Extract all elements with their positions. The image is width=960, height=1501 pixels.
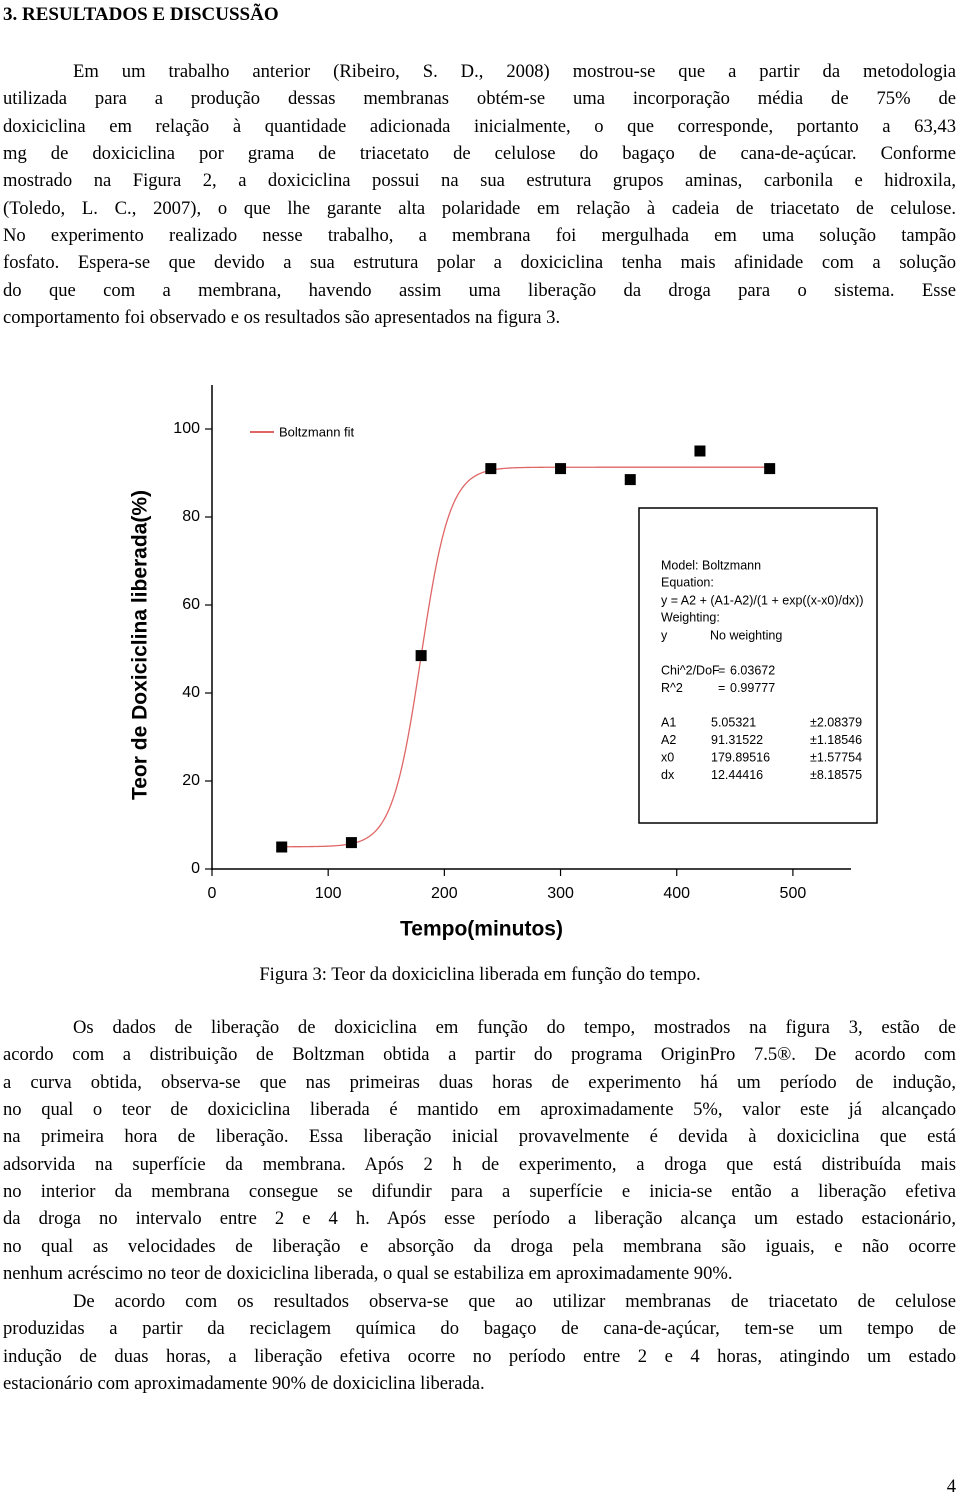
fit-curve [281, 466, 770, 848]
x-tick-label: 200 [431, 885, 458, 902]
fit-text: Model: Boltzmann [661, 558, 761, 572]
text-line: do que com a membrana, havendo assim uma… [3, 279, 956, 301]
page-number: 4 [946, 1476, 956, 1497]
text-line: da droga no intervalo entre 2 e 4 h. Apó… [3, 1208, 956, 1230]
paragraph: De acordo com os resultados observa-se q… [3, 1288, 956, 1397]
fit-text: ±1.18546 [810, 733, 862, 747]
text-line: no qual o teor de doxiciclina liberada é… [3, 1099, 956, 1121]
text-line: mg de doxiciclina por grama de triacetat… [3, 143, 956, 165]
text-line: doxiciclina em relação à quantidade adic… [3, 115, 956, 137]
x-tick-label: 0 [208, 885, 217, 902]
text-line: comportamento foi observado e os resulta… [3, 307, 561, 329]
text-line: indução de duas horas, a liberação efeti… [3, 1345, 956, 1367]
fit-text: Chi^2/DoF [661, 663, 720, 677]
text-line: utilizada para a produção dessas membran… [3, 88, 956, 110]
y-tick-label: 40 [182, 684, 200, 701]
paragraph: Em um trabalho anterior (Ribeiro, S. D.,… [3, 58, 956, 331]
text-line: No experimento realizado nesse trabalho,… [3, 225, 956, 247]
y-tick-label: 60 [182, 596, 200, 613]
text-line: no interior da membrana consegue se difu… [3, 1181, 956, 1203]
text-line: na primeira hora de liberação. Essa libe… [3, 1126, 956, 1148]
y-tick-label: 0 [191, 860, 200, 877]
fit-text: x0 [661, 750, 674, 764]
fit-text: ±1.57754 [810, 750, 862, 764]
text-line: mostrado na Figura 2, a doxiciclina poss… [3, 170, 956, 192]
text-line: Em um trabalho anterior (Ribeiro, S. D.,… [73, 61, 956, 82]
fit-box [638, 507, 878, 824]
data-point [415, 650, 427, 662]
text-line: (Toledo, L. C., 2007), o que lhe garante… [3, 197, 956, 219]
y-axis-title: Teor de Doxiciclina liberada(%) [129, 490, 152, 800]
text-line: adsorvida na superfície da membrana. Apó… [3, 1153, 956, 1175]
fit-text: 91.31522 [711, 733, 763, 747]
fit-text: = [718, 681, 725, 695]
y-tick-label: 100 [173, 420, 200, 437]
fit-text: R^2 [661, 681, 683, 695]
fit-text: 179.89516 [711, 750, 770, 764]
data-point [694, 445, 706, 457]
data-point [555, 463, 567, 475]
fit-text: A2 [661, 733, 676, 747]
fit-text: Weighting: [661, 610, 720, 624]
text-line: a curva obtida, observa-se que nas prime… [3, 1071, 956, 1093]
fit-text: 5.05321 [711, 715, 756, 729]
text-line: estacionário com aproximadamente 90% de … [3, 1373, 485, 1395]
figure-caption: Figura 3: Teor da doxiciclina liberada e… [259, 964, 701, 985]
text-line: Os dados de liberação de doxiciclina em … [73, 1017, 956, 1038]
fit-text: ±8.18575 [810, 768, 862, 782]
x-tick-label: 100 [315, 885, 342, 902]
fit-text: 12.44416 [711, 768, 763, 782]
fit-text: dx [661, 768, 675, 782]
text-line: fosfato. Espera-se que devido a sua estr… [3, 252, 956, 274]
data-point [624, 474, 636, 486]
text-line: no qual as velocidades de liberação e ab… [3, 1235, 956, 1257]
y-tick-label: 20 [182, 772, 200, 789]
text-line: De acordo com os resultados observa-se q… [73, 1291, 956, 1312]
data-point [345, 837, 357, 849]
fit-text: y [661, 628, 668, 642]
text-line: acordo com a distribuição de Boltzman ob… [3, 1044, 956, 1066]
fit-text: 0.99777 [730, 681, 775, 695]
x-tick-label: 400 [663, 885, 690, 902]
legend-label: Boltzmann fit [279, 424, 355, 439]
fit-text: Equation: [661, 575, 714, 589]
fit-text: 6.03672 [730, 663, 775, 677]
fit-text: = [718, 663, 725, 677]
section-heading: 3. RESULTADOS E DISCUSSÃO [3, 4, 279, 25]
data-point [764, 463, 776, 475]
y-tick-label: 80 [182, 508, 200, 525]
fit-text: No weighting [710, 628, 782, 642]
fit-text: y = A2 + (A1-A2)/(1 + exp((x-x0)/dx)) [661, 593, 864, 607]
text-line: produzidas a partir da reciclagem químic… [3, 1318, 956, 1340]
x-axis-title: Tempo(minutos) [400, 918, 563, 941]
fit-text: A1 [661, 715, 676, 729]
text-line: nenhum acréscimo no teor de doxiciclina … [3, 1263, 733, 1285]
x-tick-label: 300 [547, 885, 574, 902]
paragraph: Os dados de liberação de doxiciclina em … [3, 1014, 956, 1287]
fit-text: ±2.08379 [810, 715, 862, 729]
data-point [276, 841, 288, 853]
x-tick-label: 500 [780, 885, 807, 902]
data-point [485, 463, 497, 475]
